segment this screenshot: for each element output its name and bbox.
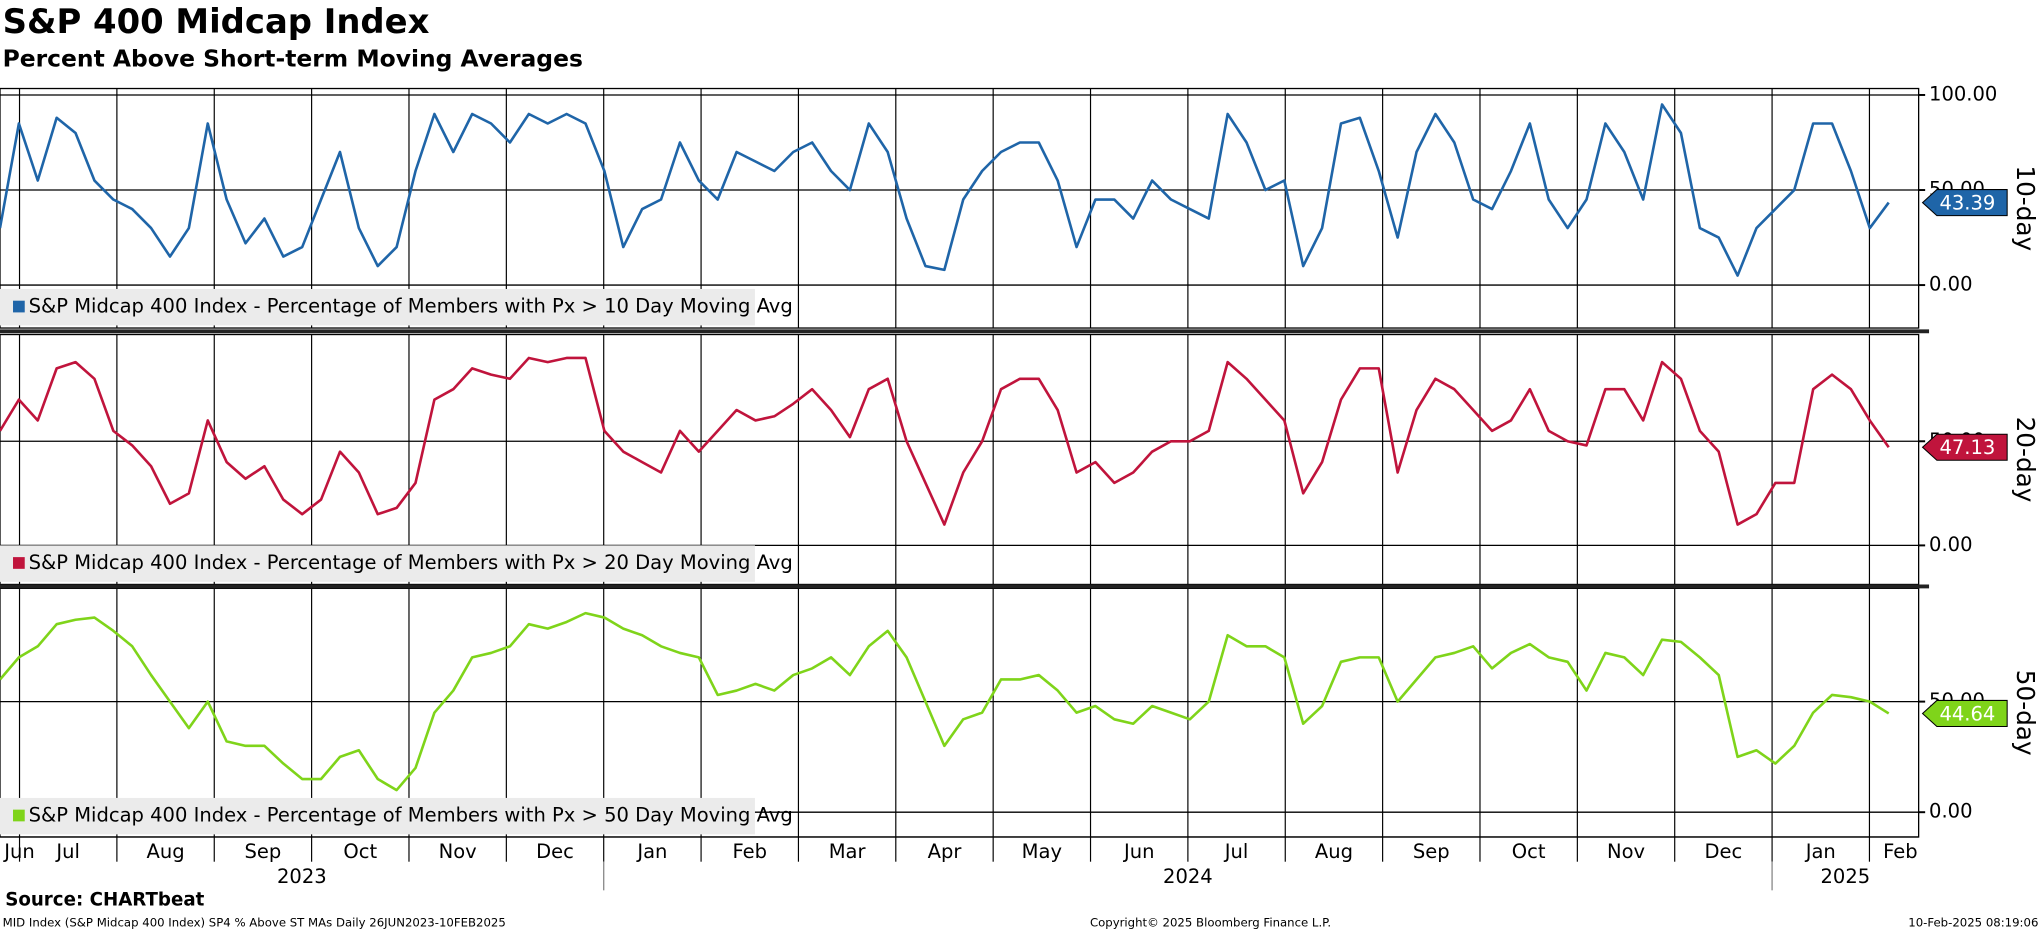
x-tick-label: Jun [1122, 840, 1154, 863]
legend-box [0, 288, 755, 326]
x-tick-label: Nov [439, 840, 477, 863]
legend-swatch [13, 300, 25, 313]
x-tick-label: Jul [1223, 840, 1249, 863]
y-axis-label: 10-day [2011, 165, 2040, 251]
y-tick-label: 100.00 [1929, 82, 1997, 105]
x-tick-label: Dec [536, 840, 574, 863]
year-label: 2024 [1163, 865, 1213, 888]
legend-swatch [13, 557, 25, 569]
x-tick-label: Apr [928, 840, 963, 863]
chart-title: S&P 400 Midcap Index [3, 2, 430, 41]
legend-box [0, 797, 755, 835]
data-line [0, 103, 1890, 277]
x-tick-label: Feb [1883, 840, 1918, 863]
data-line [0, 611, 1890, 792]
panel-frame [0, 87, 1920, 329]
x-tick-label: Nov [1607, 840, 1645, 863]
x-tick-label: Mar [829, 840, 867, 863]
source: Source: CHARTbeat [5, 890, 204, 911]
y-tick-label: 0.00 [1929, 800, 1972, 823]
legend-label: S&P Midcap 400 Index - Percentage of Mem… [29, 295, 793, 318]
legend-box [0, 545, 755, 582]
x-tick-label: Oct [343, 840, 377, 863]
x-tick-label: Aug [147, 840, 185, 863]
last-value-flag [1921, 433, 2008, 461]
last-value-label: 43.39 [1939, 191, 1995, 214]
footer-left: MID Index (S&P Midcap 400 Index) SP4 % A… [3, 915, 506, 929]
year-label: 2025 [1821, 865, 1871, 888]
x-tick-label: Oct [1512, 840, 1546, 863]
x-tick-label: Jan [635, 840, 667, 863]
x-tick-label: Aug [1315, 840, 1353, 863]
y-tick-label: 0.00 [1929, 273, 1972, 296]
y-axis-label: 20-day [2011, 417, 2040, 503]
x-tick-label: May [1022, 840, 1062, 863]
x-tick-label: Feb [732, 840, 767, 863]
last-value-label: 47.13 [1939, 436, 1995, 459]
footer-center: Copyright© 2025 Bloomberg Finance L.P. [1090, 915, 1331, 929]
last-value-flag [1921, 699, 2008, 727]
x-tick-label: Dec [1705, 840, 1743, 863]
x-tick-label: Sep [1413, 840, 1450, 863]
x-tick-label: Jun [2, 840, 35, 863]
x-tick-label: Jul [54, 840, 80, 863]
last-value-label: 44.64 [1939, 702, 1995, 725]
last-value-flag [1921, 189, 2008, 217]
y-axis-label: 50-day [2011, 670, 2040, 756]
x-tick-label: Jan [1804, 840, 1836, 863]
data-line [0, 356, 1890, 526]
panel-frame [0, 333, 1920, 586]
y-tick-label: 0.00 [1929, 533, 1972, 556]
year-label: 2023 [277, 865, 327, 888]
footer-right: 10-Feb-2025 08:19:06 [1908, 915, 2038, 929]
legend-swatch [13, 809, 25, 822]
chart-subtitle: Percent Above Short-term Moving Averages [3, 44, 583, 72]
legend-label: S&P Midcap 400 Index - Percentage of Mem… [29, 804, 793, 827]
legend-label: S&P Midcap 400 Index - Percentage of Mem… [29, 551, 793, 574]
x-tick-label: Sep [245, 840, 282, 863]
